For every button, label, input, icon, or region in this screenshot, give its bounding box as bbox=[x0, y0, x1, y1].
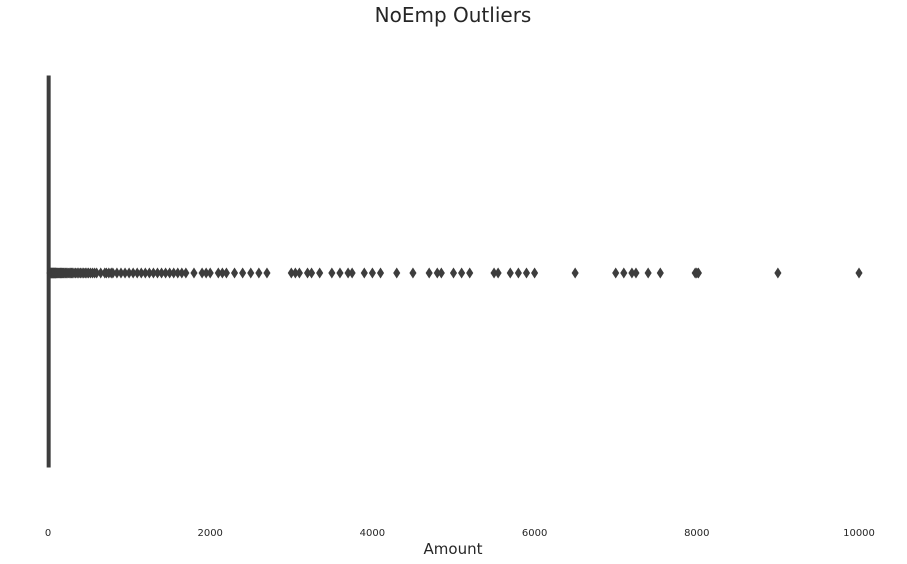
outlier-point bbox=[247, 267, 255, 279]
outlier-point bbox=[571, 267, 579, 279]
outlier-point bbox=[466, 267, 474, 279]
outlier-point bbox=[376, 267, 385, 279]
outlier-point bbox=[425, 267, 433, 279]
plot-area bbox=[46, 75, 863, 468]
x-tick-label: 6000 bbox=[522, 528, 547, 539]
outlier-point bbox=[644, 267, 652, 279]
x-tick-label: 2000 bbox=[197, 528, 222, 539]
x-tick-label: 8000 bbox=[684, 528, 709, 539]
outlier-point bbox=[360, 267, 368, 279]
x-axis-ticks: 0 2000 4000 6000 8000 10000 bbox=[45, 528, 875, 539]
outlier-point bbox=[230, 267, 239, 279]
outlier-point bbox=[263, 267, 271, 279]
outlier-point bbox=[239, 267, 247, 279]
outlier-point bbox=[295, 267, 303, 279]
outlier-point bbox=[336, 267, 344, 279]
outlier-point bbox=[368, 267, 376, 279]
outlier-point bbox=[182, 267, 190, 279]
outlier-point bbox=[855, 267, 863, 279]
chart-title: NoEmp Outliers bbox=[375, 3, 532, 27]
outlier-point bbox=[612, 267, 620, 279]
outlier-point bbox=[308, 267, 316, 279]
outlier-point bbox=[393, 267, 401, 279]
outlier-point bbox=[449, 267, 458, 279]
outlier-point bbox=[506, 267, 514, 279]
outlier-point bbox=[255, 267, 263, 279]
outlier-point bbox=[774, 267, 782, 279]
outlier-point bbox=[656, 267, 664, 279]
outlier-point bbox=[458, 267, 466, 279]
outlier-point bbox=[632, 267, 640, 279]
outlier-point bbox=[409, 267, 417, 279]
outlier-point bbox=[316, 267, 324, 279]
outlier-point bbox=[222, 267, 230, 279]
x-tick-label: 4000 bbox=[360, 528, 385, 539]
outlier-point bbox=[494, 267, 502, 279]
outlier-point bbox=[328, 267, 336, 279]
outlier-point bbox=[206, 267, 214, 279]
outlier-point bbox=[190, 267, 198, 279]
x-tick-label: 10000 bbox=[843, 528, 875, 539]
outlier-point bbox=[348, 267, 356, 279]
outlier-point bbox=[437, 267, 445, 279]
x-tick-label: 0 bbox=[45, 528, 51, 539]
x-axis-label: Amount bbox=[424, 540, 483, 558]
outlier-point bbox=[531, 267, 539, 279]
outlier-point bbox=[514, 267, 522, 279]
outlier-point bbox=[620, 267, 628, 279]
outlier-point bbox=[694, 267, 702, 279]
outlier-point bbox=[522, 267, 531, 279]
